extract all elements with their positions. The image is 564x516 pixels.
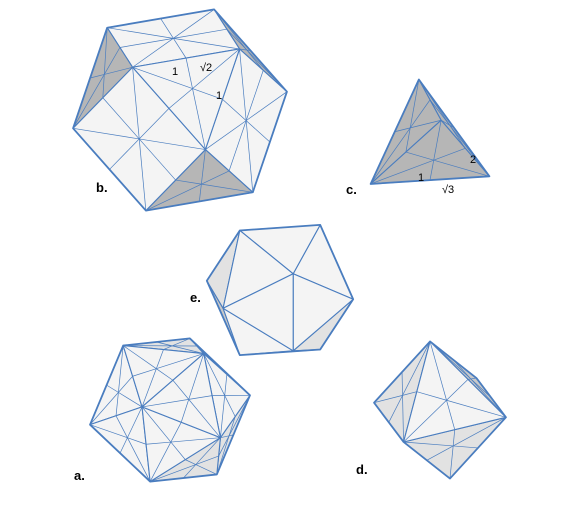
label-e: e. — [190, 290, 201, 305]
meas-b-1b: 1 — [216, 90, 222, 102]
meas-c-1: 1 — [418, 172, 424, 184]
polyhedra-scene — [0, 0, 564, 516]
meas-c-2: 2 — [470, 154, 476, 166]
meas-b-1: 1 — [172, 66, 178, 78]
label-b: b. — [96, 180, 108, 195]
meas-c-s3: √3 — [442, 184, 454, 196]
meas-b-s2: √2 — [200, 62, 212, 74]
label-c: c. — [346, 182, 357, 197]
label-a: a. — [74, 468, 85, 483]
label-d: d. — [356, 462, 368, 477]
